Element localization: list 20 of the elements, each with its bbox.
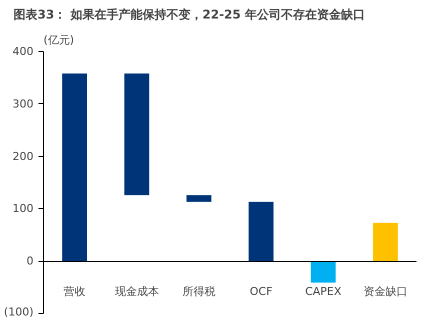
bar [62, 74, 88, 262]
y-tick-label: 100 [12, 202, 34, 216]
x-tick-label: 营收 [64, 285, 86, 298]
bar [124, 74, 150, 196]
x-tick-label: CAPEX [305, 285, 342, 298]
y-tick-label: 300 [12, 97, 34, 110]
chart-title: 图表33： 如果在手产能保持不变，22-25 年公司不存在资金缺口 [14, 8, 365, 22]
bar [372, 222, 398, 262]
x-tick-label: 资金缺口 [363, 285, 408, 298]
y-tick-label: 0 [26, 254, 34, 268]
bar [186, 195, 212, 202]
y-axis-title: (亿元) [44, 34, 74, 46]
y-tick-label: (100) [4, 306, 34, 318]
bar [248, 202, 274, 262]
x-tick-label: OCF [250, 285, 272, 298]
x-tick-label: 现金成本 [114, 285, 159, 298]
bar [310, 261, 336, 283]
y-tick-label: 200 [12, 150, 34, 163]
y-tick-label: 400 [12, 45, 34, 58]
x-tick-label: 所得税 [182, 285, 216, 298]
